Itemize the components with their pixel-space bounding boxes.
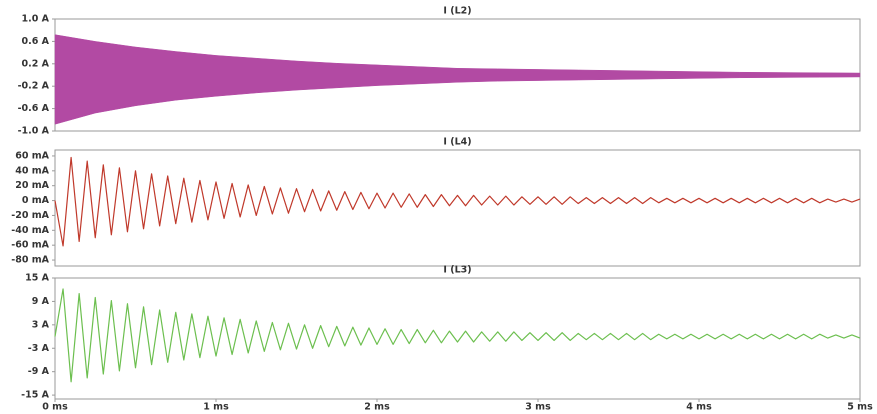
y-tick-label: -0.6 A — [18, 103, 50, 114]
y-tick-label: 40 mA — [15, 165, 49, 176]
plot-title: I (L2) — [443, 6, 471, 17]
y-tick-label: 1.0 A — [22, 14, 50, 25]
y-tick-label: -1.0 A — [18, 126, 50, 137]
x-tick-label: 5 ms — [847, 402, 873, 413]
x-tick-label: 3 ms — [525, 402, 551, 413]
x-tick-label: 1 ms — [203, 402, 229, 413]
plot-title: I (L3) — [443, 265, 471, 276]
plot-frame — [54, 149, 861, 267]
y-tick-label: 60 mA — [15, 150, 49, 161]
current-trace — [54, 156, 861, 247]
y-tick-label: -9 A — [28, 366, 50, 377]
y-tick-label: 0.6 A — [22, 36, 50, 47]
y-tick-label: -3 A — [28, 343, 50, 354]
y-tick-label: -0.2 A — [18, 81, 50, 92]
y-tick-label: 0 mA — [22, 195, 50, 206]
y-tick-label: 9 A — [32, 296, 50, 307]
plot-title: I (L4) — [443, 137, 471, 148]
y-tick-label: 3 A — [32, 319, 50, 330]
y-tick-label: 0.2 A — [22, 58, 50, 69]
y-tick-label: -80 mA — [11, 255, 49, 266]
y-tick-label: -60 mA — [11, 240, 49, 251]
x-tick-label: 2 ms — [364, 402, 390, 413]
y-tick-label: -20 mA — [11, 210, 49, 221]
x-tick-label: 0 ms — [42, 402, 68, 413]
y-tick-label: -15 A — [21, 390, 49, 401]
current-envelope — [54, 34, 861, 125]
plot-frame — [54, 277, 861, 400]
x-tick-label: 4 ms — [686, 402, 712, 413]
y-tick-label: -40 mA — [11, 225, 49, 236]
y-tick-label: 20 mA — [15, 180, 49, 191]
y-tick-label: 15 A — [25, 273, 50, 284]
current-trace — [54, 288, 861, 383]
